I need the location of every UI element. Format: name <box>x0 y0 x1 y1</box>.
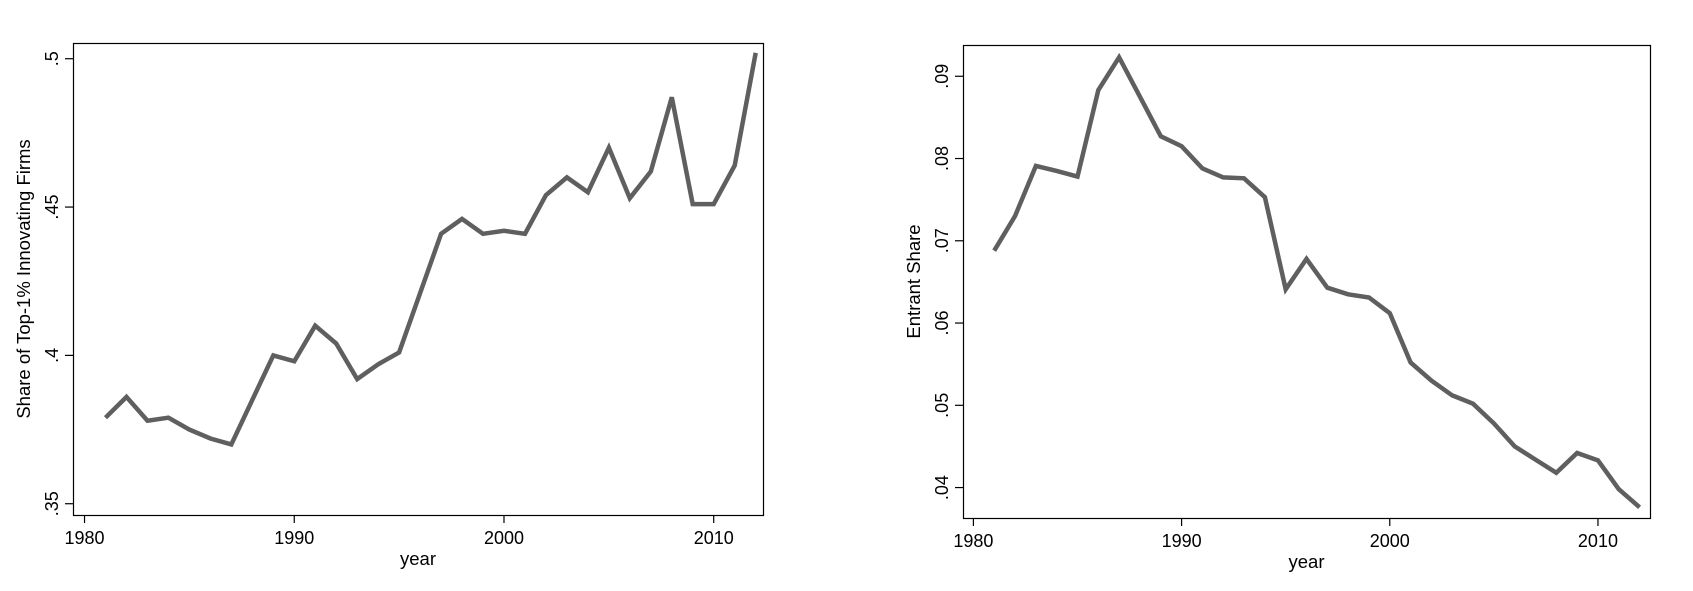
x-tick-label: 1990 <box>274 528 314 548</box>
y-tick-label: .06 <box>932 311 952 336</box>
top1-share-chart: 1980 1990 2000 2010 .35 .4 .45 .5 year Share of T… <box>13 42 765 569</box>
x-axis-title: year <box>1289 551 1325 572</box>
x-axis-title: year <box>400 548 436 569</box>
x-tick-label: 2010 <box>694 528 734 548</box>
x-tick-label: 1990 <box>1162 531 1202 551</box>
y-tick-label: .04 <box>932 475 952 500</box>
y-tick-label: .08 <box>932 146 952 171</box>
y-tick-label: .4 <box>42 348 62 363</box>
y-tick-label: .09 <box>932 64 952 89</box>
x-tick-label: 1980 <box>953 531 993 551</box>
x-tick-label: 2010 <box>1578 531 1618 551</box>
y-axis-title: Share of Top-1% Innovating Firms <box>13 139 34 418</box>
x-tick-label: 2000 <box>1370 531 1410 551</box>
entrant-share-chart: 1980 1990 2000 2010 .04 .05 .06 .07 .08 .09 year En… <box>903 44 1652 572</box>
series-line <box>103 52 758 448</box>
plot-border <box>72 42 765 517</box>
y-tick-label: .35 <box>42 491 62 516</box>
x-tick-label: 2000 <box>484 528 524 548</box>
y-tick-label: .07 <box>932 228 952 253</box>
x-tick-label: 1980 <box>65 528 105 548</box>
y-tick-label: .45 <box>42 195 62 220</box>
y-tick-label: .05 <box>932 393 952 418</box>
y-axis-title: Entrant Share <box>903 224 924 338</box>
plot-border <box>962 44 1652 520</box>
y-tick-label: .5 <box>42 51 62 66</box>
series-line <box>992 52 1642 509</box>
